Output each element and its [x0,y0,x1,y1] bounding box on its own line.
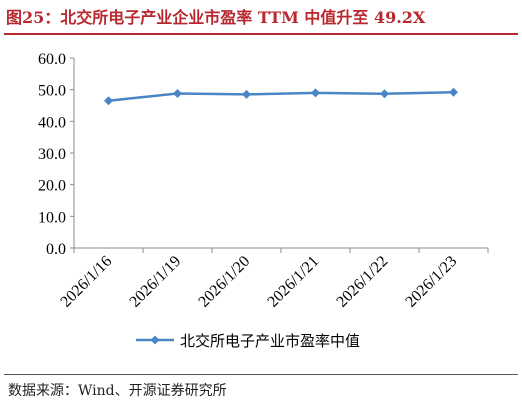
series-line [108,90,454,102]
x-tick-label: 2026/1/23 [402,253,460,311]
data-point-marker [380,89,389,99]
x-tick-label: 2026/1/22 [333,253,391,311]
figure-title: 图25：北交所电子产业企业市盈率 TTM 中值升至 49.2X [6,8,426,27]
source-divider [4,374,518,375]
x-tick-label: 2026/1/21 [264,253,322,311]
y-tick-label: 50.0 [38,83,66,100]
y-tick-label: 20.0 [38,178,66,195]
x-tick-label: 2026/1/19 [126,253,184,311]
legend: 北交所电子产业市盈率中值 [136,332,360,350]
source-note: 数据来源：Wind、开源证券研究所 [8,383,227,399]
y-tick-label: 30.0 [38,146,66,163]
data-point-marker [311,88,320,98]
data-point-marker [449,87,458,97]
y-tick-label: 60.0 [38,51,66,68]
y-tick-label: 40.0 [38,114,66,131]
y-axis: 0.0 10.0 20.0 30.0 40.0 50.0 60.0 [38,51,75,258]
series-layer [104,87,458,106]
data-point-marker [242,89,251,99]
y-tick-label: 0.0 [46,241,66,258]
legend-label: 北交所电子产业市盈率中值 [180,332,360,350]
data-point-marker [173,88,182,98]
data-point-marker [104,96,113,106]
title-divider [4,33,518,35]
x-tick-label: 2026/1/20 [195,253,253,311]
x-tick-label: 2026/1/16 [57,253,115,311]
line-chart: 0.010.020.030.040.050.060.0 2026/1/16 202… [38,51,489,350]
legend-marker-icon [150,335,160,345]
x-axis: 2026/1/16 2026/1/19 2026/1/20 2026/1/21 2026… [57,247,489,311]
y-tick-label: 10.0 [38,209,66,226]
